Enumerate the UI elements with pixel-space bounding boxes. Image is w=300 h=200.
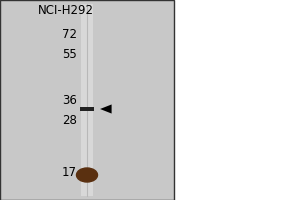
Text: NCI-H292: NCI-H292 [38, 4, 94, 18]
Circle shape [76, 168, 98, 182]
Text: 36: 36 [62, 94, 76, 106]
Text: 28: 28 [62, 114, 76, 127]
Polygon shape [100, 104, 112, 114]
Bar [0, 0, 174, 200]
Bar [0, 0, 174, 200]
Text: 55: 55 [62, 47, 76, 60]
Bar [81, 4, 93, 196]
Bar [80, 107, 94, 111]
Text: 72: 72 [61, 27, 76, 40]
Text: 17: 17 [61, 166, 76, 178]
